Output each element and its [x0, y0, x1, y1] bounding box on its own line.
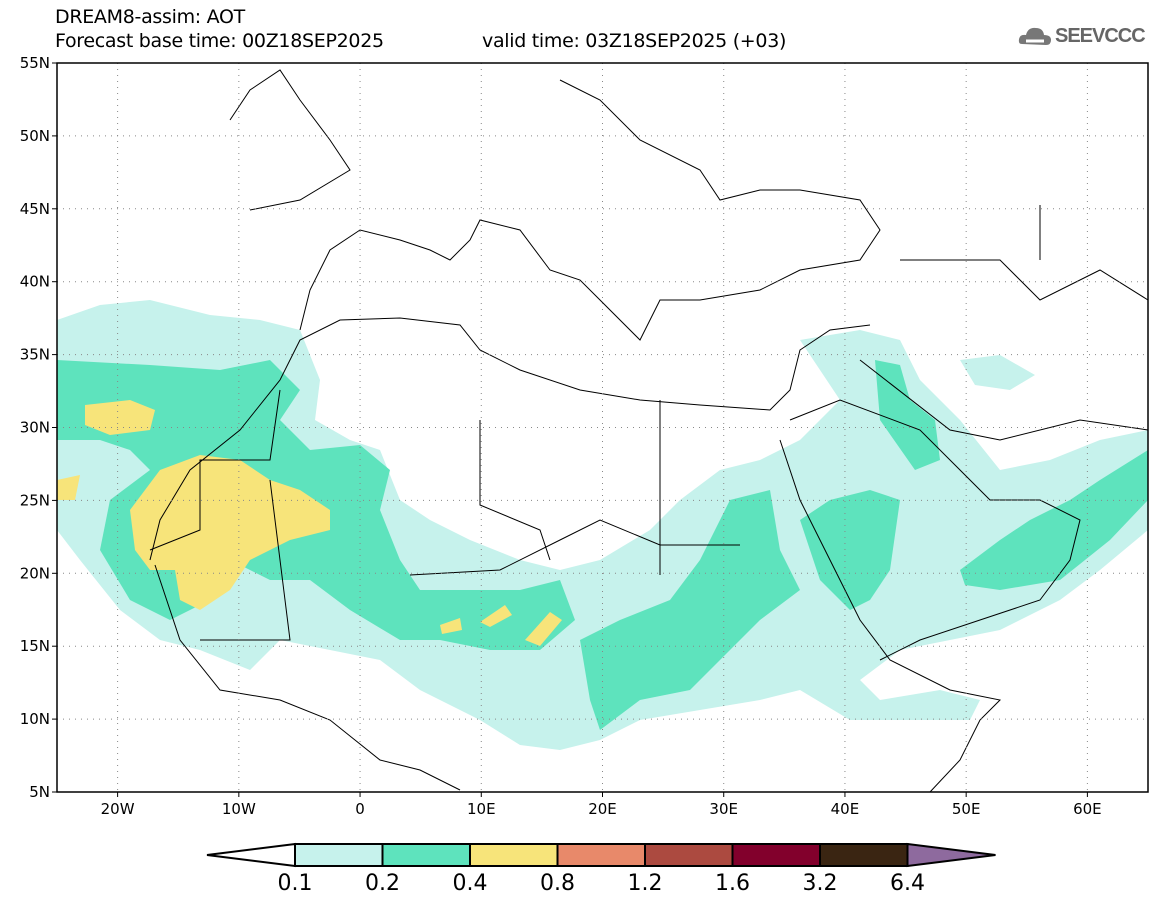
lat-label: 10N — [20, 710, 50, 728]
lon-label: 60E — [1073, 800, 1102, 818]
lon-label: 10E — [467, 800, 496, 818]
valid-time: valid time: 03Z18SEP2025 (+03) — [482, 30, 787, 52]
lat-label: 45N — [20, 200, 50, 218]
coastlines — [149, 69, 1149, 793]
colorbar-swatch — [294, 843, 384, 867]
colorbar-swatch — [819, 843, 909, 867]
colorbar-under-arrow — [206, 842, 296, 868]
aot-contour-0.4 — [57, 400, 562, 646]
lat-label: 5N — [29, 783, 50, 801]
cloud-icon — [1018, 27, 1051, 45]
lat-labels: 55N 50N 45N 40N 35N 30N 25N 20N 15N 10N 5N — [20, 54, 57, 801]
lon-label: 10W — [222, 800, 256, 818]
colorbar-swatch — [381, 843, 471, 867]
colorbar-label: 1.6 — [715, 871, 750, 896]
colorbar-label: 6.4 — [890, 871, 925, 896]
lon-label: 50E — [952, 800, 981, 818]
colorbar-swatch — [731, 843, 821, 867]
seevccc-logo: SEEVCCC — [1018, 24, 1146, 48]
colorbar-label: 3.2 — [803, 871, 838, 896]
forecast-base-time: Forecast base time: 00Z18SEP2025 — [55, 30, 384, 52]
map-title: DREAM8-assim: AOT — [55, 6, 245, 28]
colorbar-swatch — [644, 843, 734, 867]
aot-contour-0.1 — [57, 300, 1148, 750]
colorbar: 0.1 0.2 0.4 0.8 1.2 1.6 3.2 6.4 — [206, 842, 996, 896]
lat-label: 50N — [20, 127, 50, 145]
lat-label: 35N — [20, 346, 50, 364]
lon-label: 20W — [101, 800, 135, 818]
colorbar-swatch — [556, 843, 646, 867]
colorbar-label: 0.8 — [540, 871, 575, 896]
colorbar-label: 0.2 — [365, 871, 400, 896]
lat-label: 15N — [20, 637, 50, 655]
lon-label: 40E — [831, 800, 860, 818]
lat-label: 20N — [20, 564, 50, 582]
colorbar-label: 0.1 — [278, 871, 313, 896]
lat-label: 55N — [20, 54, 50, 72]
colorbar-over-arrow — [906, 842, 996, 868]
colorbar-swatch — [469, 843, 559, 867]
lon-label: 0 — [355, 800, 365, 818]
lat-label: 30N — [20, 419, 50, 437]
lon-label: 30E — [709, 800, 738, 818]
lat-label: 25N — [20, 491, 50, 509]
lon-labels: 20W 10W 0 10E 20E 30E 40E 50E 60E — [101, 792, 1102, 818]
aot-fields — [57, 300, 1148, 750]
colorbar-label: 0.4 — [453, 871, 488, 896]
lon-label: 20E — [588, 800, 617, 818]
colorbar-label: 1.2 — [628, 871, 663, 896]
lat-label: 40N — [20, 273, 50, 291]
